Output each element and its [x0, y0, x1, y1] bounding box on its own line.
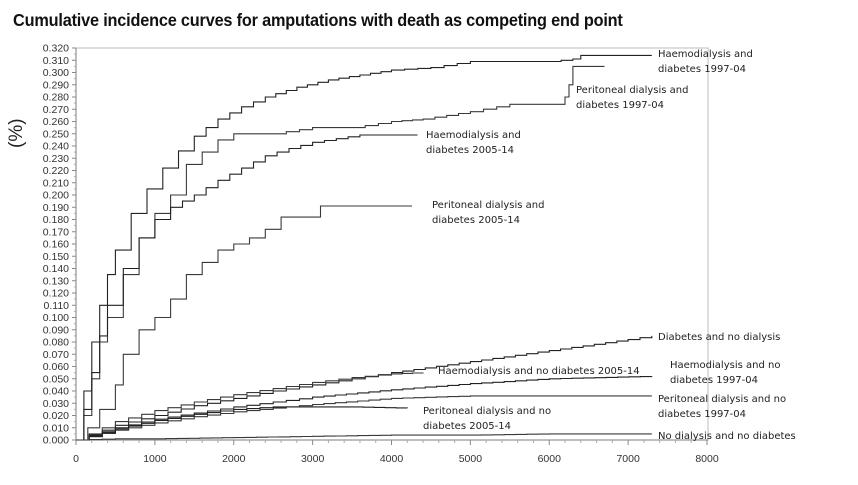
series-label: Diabetes and no dialysis [658, 332, 780, 343]
x-tick-label: 5000 [459, 453, 483, 465]
series-curve [76, 406, 408, 441]
y-tick-label: 0.230 [43, 153, 69, 165]
x-tick-label: 8000 [695, 453, 719, 465]
y-tick-label: 0.200 [43, 190, 69, 202]
series-curve [76, 65, 605, 441]
series-curve [76, 134, 418, 441]
y-tick-label: 0.160 [43, 239, 69, 251]
y-tick-label: 0.080 [43, 337, 69, 349]
series-label: diabetes 2005-14 [423, 421, 511, 432]
series-label: diabetes 1997-04 [658, 64, 746, 75]
y-tick-label: 0.040 [43, 386, 69, 398]
y-tick-label: 0.030 [43, 398, 69, 410]
series-label: Haemodialysis and [426, 130, 521, 141]
y-tick-label: 0.240 [43, 141, 69, 153]
series-label: Peritoneal dialysis and no [423, 406, 551, 417]
series-curves [76, 54, 653, 441]
x-axis-ticks: 0 1000 2000 3000 4000 5000 6000 7000 8000 [73, 440, 719, 465]
series-curve [76, 372, 424, 441]
x-tick-label: 4000 [380, 453, 404, 465]
x-tick-label: 3000 [301, 453, 325, 465]
x-tick-label: 2000 [222, 453, 246, 465]
series-curve [76, 205, 412, 441]
y-tick-label: 0.220 [43, 165, 69, 177]
chart-title: Cumulative incidence curves for amputati… [13, 10, 623, 30]
y-axis-ticks: 0.0000.0100.0200.0300.0400.0500.0600.070… [43, 43, 76, 447]
y-tick-label: 0.060 [43, 361, 69, 373]
series-labels: Haemodialysis and diabetes 1997-04 Periton… [423, 49, 796, 442]
series-label: diabetes 1997-04 [670, 375, 758, 386]
y-tick-label: 0.210 [43, 177, 69, 189]
y-tick-label: 0.290 [43, 79, 69, 91]
x-tick-label: 6000 [538, 453, 562, 465]
series-curve [76, 395, 652, 441]
y-tick-label: 0.120 [43, 288, 69, 300]
y-tick-label: 0.050 [43, 373, 69, 385]
series-curve [76, 376, 653, 441]
y-tick-label: 0.180 [43, 214, 69, 226]
y-tick-label: 0.260 [43, 116, 69, 128]
x-tick-label: 0 [73, 453, 79, 465]
series-label: Haemodialysis and [658, 49, 753, 60]
y-tick-label: 0.140 [43, 263, 69, 275]
series-label: Haemodialysis and no diabetes 2005-14 [438, 366, 640, 377]
y-tick-label: 0.110 [44, 300, 70, 312]
y-tick-label: 0.270 [43, 104, 69, 116]
y-tick-label: 0.280 [43, 92, 69, 104]
y-tick-label: 0.170 [43, 226, 69, 238]
y-tick-label: 0.130 [43, 275, 69, 287]
y-tick-label: 0.320 [43, 43, 69, 55]
y-tick-label: 0.310 [43, 55, 69, 67]
series-label: Haemodialysis and no [670, 360, 780, 371]
series-label: diabetes 2005-14 [432, 215, 520, 226]
series-curve [76, 54, 652, 441]
series-label: diabetes 2005-14 [426, 145, 514, 156]
y-tick-label: 0.090 [43, 324, 69, 336]
y-tick-label: 0.150 [43, 251, 69, 263]
series-label: diabetes 1997-04 [576, 100, 664, 111]
y-tick-label: 0.010 [43, 422, 69, 434]
series-label: Peritoneal dialysis and [432, 200, 544, 211]
y-tick-label: 0.000 [43, 435, 69, 447]
y-tick-label: 0.250 [43, 128, 69, 140]
y-tick-label: 0.190 [43, 202, 69, 214]
series-curve [76, 433, 652, 441]
series-label: No dialysis and no diabetes [658, 431, 796, 442]
y-tick-label: 0.020 [43, 410, 69, 422]
y-tick-label: 0.100 [43, 312, 69, 324]
series-curve [76, 335, 653, 441]
y-tick-label: 0.070 [43, 349, 69, 361]
series-label: diabetes 1997-04 [658, 409, 746, 420]
x-tick-label: 7000 [616, 453, 640, 465]
y-tick-label: 0.300 [43, 67, 69, 79]
x-tick-label: 1000 [143, 453, 167, 465]
series-label: Peritoneal dialysis and [576, 85, 688, 96]
series-label: Peritoneal dialysis and no [658, 394, 786, 405]
